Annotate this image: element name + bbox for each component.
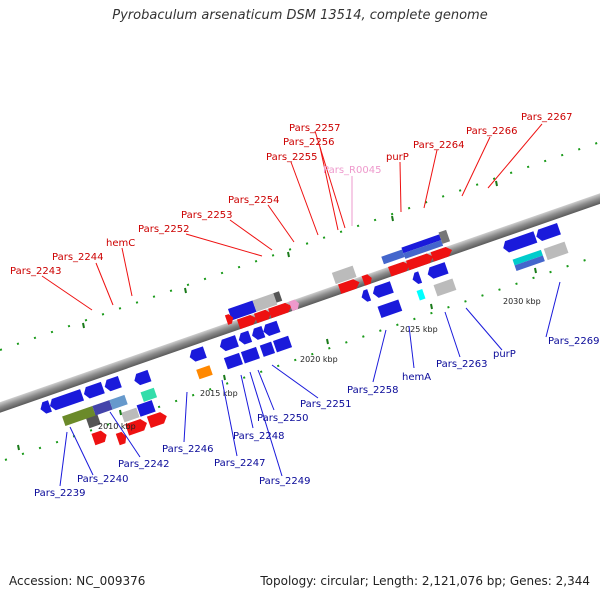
gene-label: Pars_2256 (283, 137, 334, 148)
gene-label: Pars_2263 (436, 359, 487, 370)
gene-label: Pars_2246 (162, 444, 213, 455)
accession-text: Accession: NC_009376 (9, 574, 146, 588)
gene-label: purP (493, 349, 516, 360)
gene-label: hemA (402, 372, 431, 383)
gene-label: Pars_2264 (413, 140, 464, 151)
tick-label: 2030 kbp (503, 297, 541, 306)
gene-label: Pars_2249 (259, 476, 310, 487)
gene-label: purP (386, 152, 409, 163)
tick-label: 2020 kbp (300, 355, 338, 364)
gene-label: Pars_2242 (118, 459, 169, 470)
genome-backbone (0, 179, 600, 420)
gene-label: hemC (106, 238, 135, 249)
gene-label: Pars_2247 (214, 458, 265, 469)
gene-label: Pars_2250 (257, 413, 308, 424)
gene-label: Pars_2240 (77, 474, 128, 485)
gene-label: Pars_2257 (289, 123, 340, 134)
reverse-leaders (59, 281, 561, 487)
gene-label: Pars_2269 (548, 336, 599, 347)
gene-label: Pars_2244 (52, 252, 103, 263)
gene-label: Pars_2251 (300, 399, 351, 410)
gene-label: Pars_2253 (181, 210, 232, 221)
gene-label: Pars_2252 (138, 224, 189, 235)
reverse-gene-labels: Pars_2239 Pars_2240 Pars_2242 Pars_2246 … (34, 336, 599, 499)
tick-label: 2015 kbp (200, 389, 238, 398)
forward-gene-labels: Pars_2243 Pars_2244 hemC Pars_2252 Pars_… (10, 112, 572, 277)
forward-leaders (41, 123, 543, 311)
tick-label: 2025 kbp (400, 325, 438, 334)
tick-marks (17, 180, 537, 451)
gene-label: Pars_2254 (228, 195, 279, 206)
gene-label: Pars_2243 (10, 266, 61, 277)
forward-genes (85, 229, 453, 446)
reverse-genes (40, 223, 569, 426)
gene-label: Pars_R0045 (323, 165, 381, 176)
gene-label: Pars_2239 (34, 488, 85, 499)
map-title: Pyrobaculum arsenaticum DSM 13514, compl… (112, 8, 488, 23)
genome-info-text: Topology: circular; Length: 2,121,076 bp… (260, 574, 590, 588)
gene-label: Pars_2258 (347, 385, 398, 396)
gene-label: Pars_2255 (266, 152, 317, 163)
tick-label: 2010 kbp (98, 422, 136, 431)
scale-labels: 2010 kbp 2015 kbp 2020 kbp 2025 kbp 2030… (98, 297, 541, 431)
gene-label: Pars_2266 (466, 126, 517, 137)
gene-label: Pars_2248 (233, 431, 284, 442)
gene-label: Pars_2267 (521, 112, 572, 123)
